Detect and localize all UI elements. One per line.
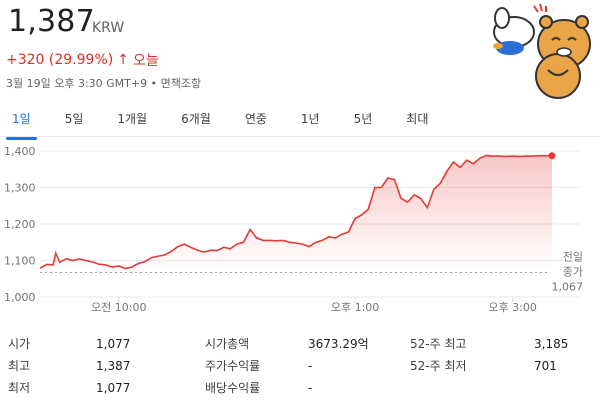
stat-label-open: 시가 — [8, 337, 31, 351]
x-tick-label: 오전 10:00 — [91, 301, 146, 314]
price-change-value: +320 (29.99%) — [6, 52, 114, 68]
y-tick-label: 1,000 — [4, 291, 36, 304]
price-line — [39, 154, 552, 270]
tab-1d[interactable]: 1일 — [6, 108, 37, 140]
y-tick-label: 1,400 — [4, 145, 36, 158]
tab-1y[interactable]: 1년 — [300, 112, 320, 126]
tabs-divider — [0, 136, 600, 137]
stat-value-pe: - — [308, 359, 313, 373]
last-price-dot — [548, 152, 556, 160]
timestamp-disclaimer[interactable]: 3월 19일 오후 3:30 GMT+9 • 면책조항 — [6, 77, 202, 90]
stat-value-high: 1,387 — [96, 359, 131, 373]
x-axis-ticks: 오전 10:00 오후 1:00 오후 3:00 — [91, 297, 537, 314]
range-tabs: 1일 5일 1개월 6개월 연중 1년 5년 최대 — [6, 108, 456, 140]
stats-row: 최고 1,387 주가수익률 - 52-주 최저 701 — [0, 356, 600, 376]
stats-row: 시가 1,077 시가총액 3673.29억 52-주 최고 3,185 — [0, 334, 600, 354]
tab-ytd[interactable]: 연중 — [244, 112, 267, 126]
stat-value-52w-high: 3,185 — [534, 337, 569, 351]
arrow-up-icon: ↑ — [117, 52, 129, 68]
tab-5y[interactable]: 5년 — [353, 112, 373, 126]
currency-label: KRW — [92, 20, 125, 36]
stat-value-dividend-yield: - — [308, 381, 313, 395]
stat-label-dividend-yield: 배당수익률 — [205, 381, 261, 395]
stat-label-low: 최저 — [8, 381, 31, 395]
price-chart[interactable]: 1,000 1,100 1,200 1,300 1,400 오전 10:00 오후 1:0… — [0, 140, 600, 320]
stat-value-52w-low: 701 — [534, 359, 557, 373]
stat-label-pe: 주가수익률 — [205, 359, 261, 373]
price-area-fill — [40, 155, 552, 273]
current-price: 1,387 — [8, 4, 95, 39]
y-tick-label: 1,300 — [4, 182, 36, 195]
tab-max[interactable]: 최대 — [406, 112, 429, 126]
y-axis-labels: 1,000 1,100 1,200 1,300 1,400 — [4, 145, 36, 304]
stat-value-market-cap: 3673.29억 — [308, 337, 369, 351]
character-sticker-image — [493, 3, 591, 99]
stats-row: 최저 1,077 배당수익률 - — [0, 378, 600, 398]
tab-5d[interactable]: 5일 — [64, 112, 84, 126]
previous-close-label-top: 전일 — [563, 250, 583, 264]
previous-close-label-bottom: 종가 — [563, 266, 583, 279]
price-change: +320 (29.99%) ↑ 오늘 — [6, 50, 159, 70]
x-tick-label: 오후 1:00 — [331, 301, 379, 314]
stat-label-52w-high: 52-주 최고 — [410, 337, 467, 351]
stat-value-open: 1,077 — [96, 337, 131, 351]
tab-6m[interactable]: 6개월 — [181, 112, 211, 126]
stat-label-high: 최고 — [8, 359, 31, 373]
tab-1m[interactable]: 1개월 — [117, 112, 148, 126]
stat-label-market-cap: 시가총액 — [205, 337, 250, 351]
stat-value-low: 1,077 — [96, 381, 131, 395]
y-tick-label: 1,100 — [4, 255, 36, 268]
change-period: 오늘 — [132, 53, 159, 69]
x-tick-label: 오후 3:00 — [488, 301, 536, 314]
previous-close-value: 1,067 — [552, 281, 584, 294]
y-tick-label: 1,200 — [4, 218, 36, 231]
stat-label-52w-low: 52-주 최저 — [410, 359, 467, 373]
